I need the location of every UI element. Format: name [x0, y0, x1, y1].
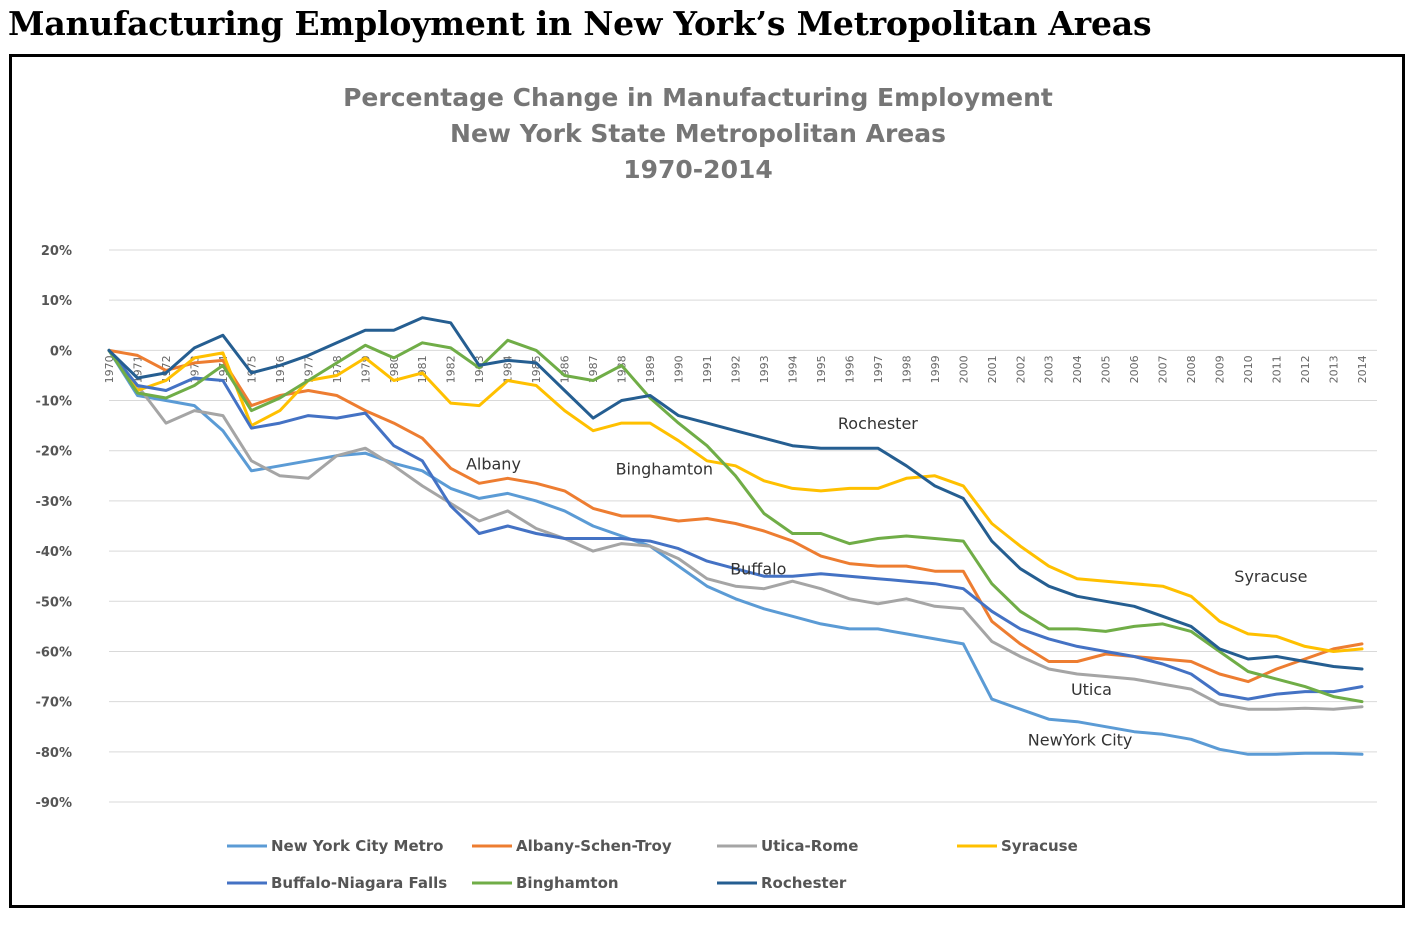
x-tick-label: 1995: [815, 355, 828, 383]
x-tick-label: 1982: [445, 355, 458, 383]
series-line-utica-rome: [107, 348, 1364, 711]
line-chart: Percentage Change in Manufacturing Emplo…: [35, 83, 1377, 892]
x-tick-label: 2012: [1299, 355, 1312, 383]
legend: New York City Metro Albany-Schen-Troy Utic…: [227, 837, 1078, 892]
x-tick-label: 1975: [245, 355, 258, 383]
x-tick-label: 2005: [1100, 355, 1113, 383]
x-axis: 1970 1971 1972 1973 1974 1975 1976 1977 1978 1979…: [103, 355, 1369, 383]
x-tick-label: 2007: [1157, 355, 1170, 383]
series-line-new-york-city-metro: [107, 348, 1364, 756]
legend-label-syracuse: Syracuse: [1001, 837, 1078, 855]
y-tick-label: -20%: [35, 445, 72, 460]
annotation-albany: Albany: [466, 454, 521, 473]
y-tick-label: 20%: [41, 244, 72, 259]
annotations: Rochester Albany Binghamton Buffalo Syracuse…: [466, 414, 1307, 749]
x-tick-label: 2013: [1328, 355, 1341, 383]
x-tick-label: 2009: [1214, 355, 1227, 383]
x-tick-label: 2003: [1043, 355, 1056, 383]
x-tick-label: 1976: [274, 355, 287, 383]
y-tick-label: -30%: [35, 495, 72, 510]
series-line-syracuse: [107, 348, 1364, 653]
x-tick-label: 2002: [1014, 355, 1027, 383]
page-title: Manufacturing Employment in New York’s M…: [8, 4, 1152, 43]
legend-label-binghamton: Binghamton: [516, 874, 619, 892]
x-tick-label: 2001: [986, 355, 999, 383]
annotation-binghamton: Binghamton: [616, 459, 713, 478]
legend-label-rochester: Rochester: [761, 874, 847, 892]
x-tick-label: 1994: [786, 355, 799, 383]
x-tick-label: 2010: [1242, 355, 1255, 383]
chart-title-line-1: Percentage Change in Manufacturing Emplo…: [343, 83, 1053, 112]
series-lines: [107, 316, 1364, 756]
chart-title-line-2: New York State Metropolitan Areas: [450, 119, 946, 148]
x-tick-label: 2004: [1071, 355, 1084, 383]
x-tick-label: 1990: [673, 355, 686, 383]
series-line-buffalo-niagara-falls: [107, 348, 1364, 701]
annotation-buffalo: Buffalo: [730, 560, 786, 579]
x-tick-label: 1993: [758, 355, 771, 383]
y-tick-label: -60%: [35, 645, 72, 660]
y-tick-label: -40%: [35, 545, 72, 560]
x-tick-label: 1988: [616, 355, 629, 383]
legend-label-albany-schen-troy: Albany-Schen-Troy: [516, 837, 672, 855]
chart-title-line-3: 1970-2014: [623, 155, 773, 184]
x-tick-label: 1986: [559, 355, 572, 383]
series-line-albany-schen-troy: [107, 348, 1364, 684]
legend-label-new-york-city-metro: New York City Metro: [271, 837, 444, 855]
y-tick-label: -50%: [35, 595, 72, 610]
x-tick-label: 1999: [929, 355, 942, 383]
y-tick-label: -70%: [35, 696, 72, 711]
x-tick-label: 1992: [730, 355, 743, 383]
x-tick-label: 2006: [1128, 355, 1141, 383]
x-tick-label: 1998: [900, 355, 913, 383]
series-line-rochester: [107, 316, 1364, 671]
x-tick-label: 1989: [644, 355, 657, 383]
x-tick-label: 1991: [701, 355, 714, 383]
x-tick-label: 1980: [388, 355, 401, 383]
y-tick-label: -10%: [35, 395, 72, 410]
annotation-utica: Utica: [1071, 680, 1112, 699]
annotation-syracuse: Syracuse: [1234, 567, 1307, 586]
x-tick-label: 2000: [957, 355, 970, 383]
x-tick-label: 2008: [1185, 355, 1198, 383]
y-tick-label: -90%: [35, 796, 72, 811]
x-tick-label: 2011: [1271, 355, 1284, 383]
legend-label-buffalo-niagara-falls: Buffalo-Niagara Falls: [271, 874, 447, 892]
x-tick-label: 2014: [1356, 355, 1369, 383]
x-tick-label: 1996: [843, 355, 856, 383]
y-axis: 20% 10% 0% -10% -20% -30% -40% -50% -60% -70% -80%…: [35, 244, 72, 811]
chart-title: Percentage Change in Manufacturing Emplo…: [343, 83, 1053, 184]
y-tick-label: 10%: [41, 294, 72, 309]
y-tick-label: -80%: [35, 746, 72, 761]
series-line-binghamton: [107, 338, 1364, 704]
annotation-newyork-city: NewYork City: [1028, 730, 1133, 749]
x-tick-label: 1987: [587, 355, 600, 383]
x-tick-label: 1977: [302, 355, 315, 383]
legend-label-utica-rome: Utica-Rome: [761, 837, 858, 855]
x-tick-label: 1997: [872, 355, 885, 383]
chart-frame: Percentage Change in Manufacturing Emplo…: [9, 54, 1405, 908]
annotation-rochester: Rochester: [838, 414, 918, 433]
x-tick-label: 1970: [103, 355, 116, 383]
y-tick-label: 0%: [50, 344, 72, 359]
